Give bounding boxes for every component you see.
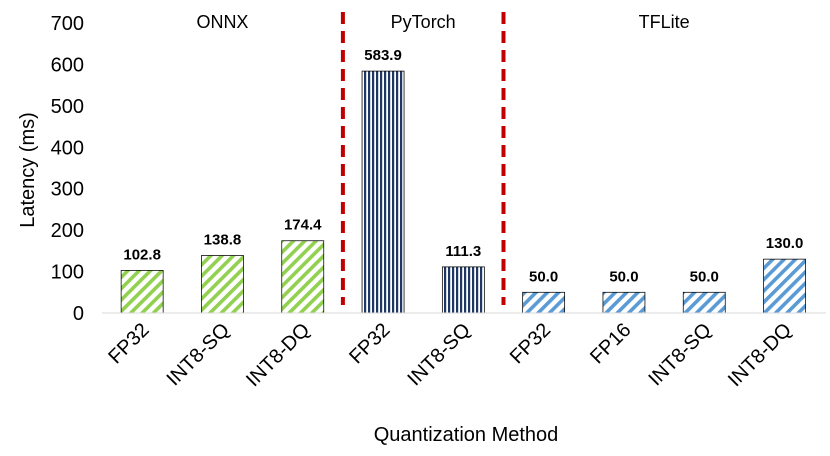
group-label-tflite: TFLite [639, 12, 690, 32]
value-label: 50.0 [609, 268, 638, 285]
value-label: 130.0 [766, 235, 804, 252]
value-label: 583.9 [364, 47, 402, 64]
y-tick-label: 600 [51, 54, 84, 76]
bar-onnx-int8-dq [281, 240, 325, 314]
bar-tflite-fp16 [602, 291, 646, 314]
bar-tflite-int8-sq [682, 291, 726, 314]
value-label: 102.8 [123, 246, 161, 263]
category-label: INT8-SQ [163, 319, 234, 390]
category-label: INT8-SQ [644, 319, 715, 390]
y-tick-label: 500 [51, 96, 84, 118]
bar-onnx-fp32 [120, 270, 164, 314]
y-tick-label: 200 [51, 220, 84, 242]
value-label: 111.3 [445, 243, 481, 260]
group-separators [340, 12, 506, 305]
group-label-onnx: ONNX [196, 12, 248, 32]
x-axis: FP32 INT8-SQ INT8-DQ FP32 INT8-SQ FP32 FP16 INT… [102, 312, 826, 391]
bar-onnx-int8-sq [201, 255, 244, 314]
value-label: 50.0 [690, 268, 719, 285]
bar-tflite-fp32 [522, 291, 566, 314]
value-label: 174.4 [284, 217, 322, 234]
group-label-pytorch: PyTorch [391, 12, 456, 32]
y-tick-label: 0 [73, 303, 84, 325]
category-label: INT8-SQ [404, 319, 475, 390]
group-labels: ONNX PyTorch TFLite [196, 12, 689, 32]
y-axis-title: Latency (ms) [17, 112, 39, 228]
category-label: FP16 [586, 319, 635, 368]
category-label: FP32 [506, 319, 555, 368]
bar-pytorch-fp32 [361, 70, 405, 314]
value-label: 138.8 [204, 231, 242, 248]
value-label: 50.0 [529, 268, 558, 285]
x-axis-title: Quantization Method [374, 424, 559, 446]
y-tick-label: 700 [51, 13, 84, 35]
bar-pytorch-int8-sq [441, 266, 485, 314]
category-label: FP32 [104, 319, 153, 368]
bars: 102.8 138.8 174.4 583.9 111.3 50.0 50.0 50.0 130… [120, 47, 806, 314]
y-axis: 0 100 200 300 400 500 600 700 [51, 13, 84, 325]
bar-tflite-int8-dq [763, 258, 806, 314]
category-label: INT8-DQ [242, 319, 314, 391]
y-tick-label: 300 [51, 179, 84, 201]
category-label: FP32 [345, 319, 394, 368]
y-tick-label: 100 [51, 262, 84, 284]
category-label: INT8-DQ [724, 319, 796, 391]
y-tick-label: 400 [51, 137, 84, 159]
